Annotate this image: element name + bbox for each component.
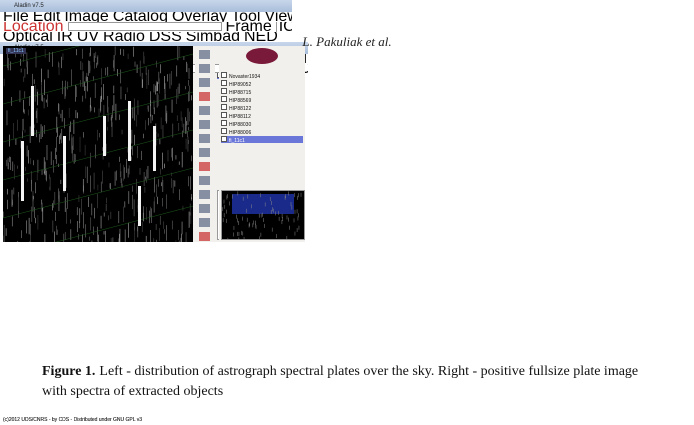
spectrum [153,126,156,171]
layer-checkbox [221,112,227,118]
survey-button[interactable]: Simbad [185,32,240,42]
layer-name: HIP88006 [229,130,252,135]
status-bar: (c)2012 UDS/CNRS - by CDS - Distributed … [3,417,143,423]
caption-label: Figure 1. [42,364,96,379]
caption: Figure 1. Left - distribution of astrogra… [42,362,662,402]
layer-row[interactable]: HIP88715 [221,88,303,95]
layer-row[interactable]: HIP88030 [221,120,303,127]
layer-name: fi_11c1 [229,138,245,143]
logo [246,48,278,64]
preview [221,190,305,242]
survey-button[interactable]: IR [56,32,73,42]
sky-view: fi_11c1 [2,15,194,257]
spectrum [128,101,131,161]
grid-line [2,129,194,181]
location-input[interactable] [67,22,222,32]
layer-checkbox [221,120,227,126]
survey-button[interactable]: Optical [3,32,53,42]
layer-name: HIP88569 [229,98,252,103]
frame-select[interactable]: ICRS [275,22,292,32]
layer-row[interactable]: HIP89052 [221,80,303,87]
tool-icon[interactable] [199,50,210,59]
menu-bar: FileEditImageCatalogOverlayToolViewInter… [0,12,292,22]
menu-item[interactable]: Tool [231,12,261,22]
tool-icon[interactable] [199,176,210,185]
layer-row[interactable]: Novaster1934 [221,72,303,79]
layer-checkbox [221,104,227,110]
layer-row[interactable]: HIP88006 [221,128,303,135]
menu-item[interactable]: File [3,12,29,22]
layer-checkbox [221,72,227,78]
tool-icon[interactable] [199,134,210,143]
sky-image [2,15,194,257]
menu-item[interactable]: View [264,12,292,22]
layer-row[interactable]: HIP88122 [221,104,303,111]
tool-icon[interactable] [199,148,210,157]
layer-name: Novaster1934 [229,74,261,79]
layer-row[interactable]: HIP88569 [221,96,303,103]
tool-icon[interactable] [199,106,210,115]
menu-item[interactable]: Catalog [112,12,168,22]
survey-button[interactable]: UV [76,32,100,42]
preview-image [222,191,302,242]
layer-name: HIP88112 [229,114,251,119]
menu-item[interactable]: Image [64,12,109,22]
layer-checkbox [221,88,227,94]
status-bar: (c)2012 UDS/CNRS - by CDS - Distributed … [3,417,143,423]
grid-line [2,91,194,143]
tool-icon[interactable] [199,64,210,73]
toolbar [195,46,215,242]
layer-name: HIP88122 [229,106,252,111]
view-label: fi_11c1 [6,48,26,54]
grid-line [2,53,194,105]
layer-name: HIP88030 [229,122,252,127]
layer-checkbox [221,80,227,86]
tool-icon[interactable] [199,92,210,101]
spectrum [31,86,34,136]
preview-field [232,194,294,214]
running-header: L. Pakuliak et al. [302,34,392,49]
spectrum [103,116,106,156]
tool-icon[interactable] [199,204,210,213]
survey-button[interactable]: Radio [103,32,145,42]
menu-item[interactable]: Interop [302,54,308,64]
caption-text: Left - distribution of astrograph spectr… [42,364,639,399]
grid-line [2,167,194,219]
frame-label: Frame [225,22,272,32]
layer-panel: Novaster1934 HIP89052 HIP88715 HIP88569 HIP8… [219,46,305,242]
menu-item[interactable]: Edit [32,12,61,22]
spectrum [21,141,24,201]
tool-icon[interactable] [199,78,210,87]
menu-item[interactable]: Overlay [171,12,228,22]
location-bar: Location FrameICRS [0,22,292,32]
app-window: Aladin v7.5FileEditImageCatalogOverlayTo… [0,15,308,423]
layer-row[interactable]: HIP88112 [221,112,303,119]
survey-button[interactable]: NED [244,32,278,42]
layer-checkbox [221,128,227,134]
layer-name: HIP88715 [229,90,252,95]
tool-icon[interactable] [199,162,210,171]
layer-checkbox [221,136,227,142]
tool-icon[interactable] [199,190,210,199]
tool-icon[interactable] [199,218,210,227]
window-title: Aladin v7.5 [0,0,292,12]
tool-icon[interactable] [199,232,210,241]
survey-button[interactable]: DSS [148,32,182,42]
spectrum [138,186,141,226]
location-label: Location [3,22,64,32]
layer-name: HIP89052 [229,82,252,87]
tool-icon[interactable] [199,120,210,129]
layer-row[interactable]: fi_11c1 [221,136,303,143]
layer-checkbox [221,96,227,102]
spectrum [63,136,66,191]
